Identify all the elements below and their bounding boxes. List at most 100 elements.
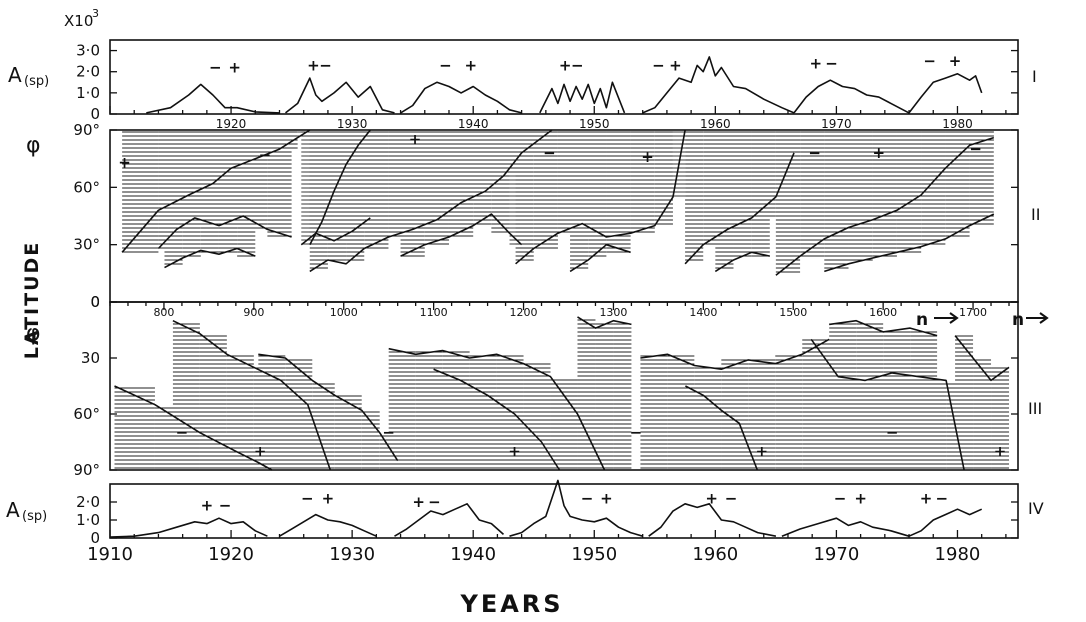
panel-III-n-arrow-left (934, 312, 959, 324)
panel-IV-polarity-mark: − (301, 489, 314, 507)
panel-I-xtick-label: 1970 (821, 117, 852, 131)
panel-II-series-0 (121, 129, 311, 253)
panel-II-polarity-mark: + (641, 148, 654, 166)
panel-IV-ylabel-main: A (6, 498, 20, 522)
panel-IV-ytick-label: 1·0 (76, 511, 100, 529)
panel-II-series-2 (164, 247, 256, 269)
panel-IV-series-6 (908, 508, 983, 537)
panel-I-ytick-label: 3·0 (76, 42, 100, 60)
panel-IV-xtick-label: 1970 (813, 544, 859, 565)
panel-II-polarity-mark: − (543, 144, 556, 162)
panel-II-polarity-mark: − (969, 140, 982, 158)
panel-III-ylabel-main: φ (26, 321, 41, 346)
panel-IV-series-4 (648, 503, 777, 537)
panel-IV-polarity-mark: + (920, 489, 933, 507)
panel-III-ytick-label: 60° (73, 405, 100, 423)
panel-III-n-label-right: n (1012, 310, 1024, 330)
panel-III-ytick-label: 30 (81, 349, 100, 367)
panel-III-hatch-2 (258, 355, 398, 469)
panel-I-xtick-label: 1960 (700, 117, 731, 131)
panel-IV-xtick-label: 1920 (208, 544, 254, 565)
annotations-layer: − + + − − + + − − + + − − ++ −+− + − + −−+−+−+−++ − − + + − − + + −… (118, 52, 1006, 514)
panel-I-xtick-label: 1920 (216, 117, 247, 131)
panel-III-polarity-mark: − (382, 424, 395, 442)
panel-IV-xtick-label: 1940 (450, 544, 496, 565)
panel-III-series-5 (577, 316, 632, 329)
panel-III-series-2 (258, 353, 399, 462)
panel-IV-polarity-mark: − (581, 489, 594, 507)
panel-II-series-4 (300, 217, 371, 246)
panel-IV-xtick-label: 1960 (692, 544, 738, 565)
panel-IV-polarity-mark: − (935, 489, 948, 507)
panel-II-hatch-13 (824, 131, 994, 269)
panel-IV-ytick-label: 2·0 (76, 493, 100, 511)
panel-III-ytick-label: 90° (73, 461, 100, 479)
panel-IV-xtick-label: 1910 (87, 544, 133, 565)
panel-IV-series-0 (109, 517, 268, 538)
panel-I-series-0 (146, 83, 280, 114)
panel-II-polarity-mark: + (872, 144, 885, 162)
years-label: YEARS (459, 590, 563, 618)
panel-I-polarity-mark: + (559, 56, 572, 74)
panel-IV-polarity-mark: + (322, 489, 335, 507)
panel-III-polarity-mark: − (176, 424, 189, 442)
panel-III-xtick-label: 1000 (330, 306, 358, 319)
panel-IV-ytick-label: 0 (90, 529, 100, 547)
panel-I-series-1 (285, 77, 395, 114)
exponent-power: 3 (92, 7, 99, 20)
panel-IV-roman: IV (1028, 499, 1044, 518)
panel-I-frame (109, 39, 1019, 115)
panel-III-hatch-6 (640, 339, 830, 469)
panel-III-series-0 (114, 385, 273, 471)
panel-III-n-label-left: n (916, 310, 928, 330)
panel-I-polarity-mark: + (669, 56, 682, 74)
panel-III-polarity-mark: + (254, 442, 267, 460)
panel-III-series-10 (954, 335, 1010, 382)
panel-II-series-10 (684, 152, 795, 265)
hatch-layer (114, 131, 1010, 469)
panel-I-polarity-mark: + (949, 52, 962, 70)
panel-IV-polarity-mark: + (854, 489, 867, 507)
panel-I-polarity-mark: − (825, 54, 838, 72)
panel-I-polarity-mark: + (307, 56, 320, 74)
panel-IV-polarity-mark: − (834, 489, 847, 507)
panel-II-ytick-label: 60° (73, 178, 100, 196)
panel-III-hatch-10 (955, 335, 1010, 469)
panel-III-frame (109, 301, 1019, 471)
panel-I-polarity-mark: − (652, 56, 665, 74)
panel-IV-polarity-mark: + (705, 489, 718, 507)
panel-II-ylabel-main: φ (26, 133, 41, 158)
panel-III-hatch-3 (388, 351, 605, 469)
panel-III-series-3 (388, 347, 606, 471)
panel-III-hatch-7 (685, 387, 758, 469)
panel-I-polarity-mark: + (464, 56, 477, 74)
panel-IV-series-5 (781, 517, 910, 537)
panel-I-series-3 (539, 81, 626, 114)
panel-III-xtick-label: 1400 (689, 306, 717, 319)
panel-I-xtick-label: 1940 (458, 117, 489, 131)
panel-II-polarity-mark: + (409, 131, 422, 149)
panel-III-xtick-label: 1700 (959, 306, 987, 319)
panel-II-series-5 (309, 247, 365, 273)
panel-II-series-8 (515, 129, 686, 265)
panel-III-series-9 (829, 319, 938, 337)
panel-III-polarity-mark: − (886, 424, 899, 442)
panel-III-polarity-mark: + (508, 442, 521, 460)
panel-III-series-6 (640, 338, 830, 370)
panel-III-polarity-mark: + (994, 442, 1007, 460)
panel-II-ytick-label: 90° (73, 121, 100, 139)
panel-I-polarity-mark: + (228, 58, 241, 76)
panel-IV-polarity-mark: − (219, 497, 232, 515)
panel-I-xtick-label: 1950 (579, 117, 610, 131)
panel-II-hatch-5 (309, 131, 365, 269)
panel-III-series-4 (433, 368, 561, 471)
panel-I-polarity-mark: − (209, 58, 222, 76)
panel-III-roman: III (1028, 399, 1042, 418)
panel-II-hatch-7 (400, 131, 522, 257)
exponent-label: X10 (64, 12, 93, 30)
panel-I-ytick-label: 0 (90, 105, 100, 123)
panel-III-ytick-label: 0 (90, 293, 100, 311)
panel-II-series-11 (714, 251, 770, 273)
panel-I-polarity-mark: − (571, 56, 584, 74)
